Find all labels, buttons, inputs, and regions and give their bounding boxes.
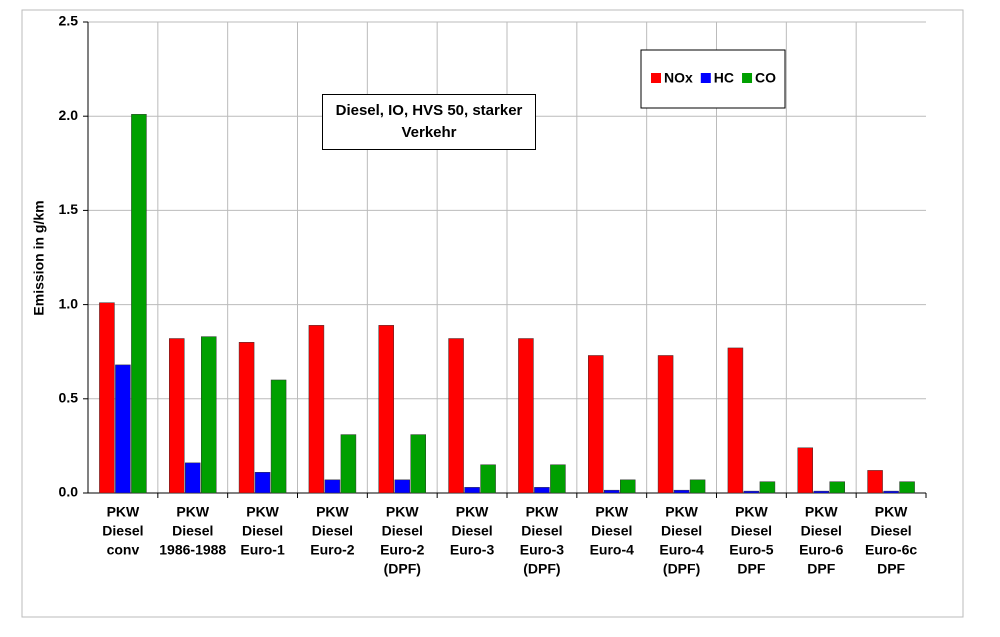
x-tick-label: Euro-4: [659, 542, 704, 558]
bar: [588, 355, 604, 494]
x-tick-label: Diesel: [172, 523, 213, 539]
y-tick-label: 2.5: [59, 13, 79, 29]
x-tick-label: Euro-1: [240, 542, 285, 558]
x-tick-label: Euro-4: [590, 542, 635, 558]
x-tick-label: Euro-2: [310, 542, 355, 558]
bar: [201, 336, 217, 494]
x-tick-label: PKW: [875, 504, 908, 520]
x-tick-label: PKW: [805, 504, 838, 520]
x-tick-label: DPF: [737, 561, 765, 577]
x-tick-label: Diesel: [661, 523, 702, 539]
bar: [534, 487, 550, 494]
x-tick-label: conv: [107, 542, 140, 558]
x-tick-label: Diesel: [451, 523, 492, 539]
y-tick-label: 1.0: [59, 295, 79, 311]
x-tick-label: Euro-5: [729, 542, 774, 558]
bar: [673, 489, 690, 494]
bar: [394, 479, 410, 494]
x-tick-label: Euro-2: [380, 542, 425, 558]
bar: [340, 434, 357, 494]
bar: [657, 355, 674, 494]
bar: [604, 489, 620, 494]
x-tick-label: PKW: [665, 504, 698, 520]
legend-swatch: [651, 73, 661, 83]
x-tick-label: Diesel: [731, 523, 772, 539]
bar: [448, 338, 464, 494]
bar: [378, 325, 394, 494]
x-tick-label: Euro-6c: [865, 542, 917, 558]
x-tick-label: DPF: [807, 561, 835, 577]
x-tick-label: Diesel: [382, 523, 423, 539]
x-tick-label: Diesel: [521, 523, 562, 539]
legend-label: HC: [714, 70, 734, 86]
bar: [689, 479, 706, 494]
bar: [518, 338, 534, 494]
y-tick-label: 2.0: [59, 107, 79, 123]
bar: [797, 447, 813, 494]
bar: [464, 487, 480, 494]
bar: [620, 479, 636, 494]
y-axis-label: Emission in g/km: [31, 200, 47, 315]
bar: [813, 490, 829, 494]
bar: [169, 338, 185, 494]
bar: [550, 464, 566, 494]
bar: [899, 481, 915, 494]
x-tick-label: Diesel: [870, 523, 911, 539]
x-tick-label: PKW: [107, 504, 140, 520]
x-tick-label: (DPF): [523, 561, 560, 577]
legend-label: NOx: [664, 70, 693, 86]
chart-title: Diesel, IO, HVS 50, starker Verkehr: [322, 94, 536, 150]
bar: [270, 379, 287, 494]
x-tick-label: (DPF): [663, 561, 700, 577]
bar: [759, 481, 776, 494]
bar: [743, 490, 760, 494]
x-tick-label: Diesel: [591, 523, 632, 539]
bar: [867, 470, 883, 494]
x-tick-label: 1986-1988: [159, 542, 226, 558]
bar: [410, 434, 426, 494]
x-tick-label: PKW: [595, 504, 628, 520]
bar: [883, 490, 899, 494]
x-tick-label: PKW: [246, 504, 279, 520]
x-tick-label: PKW: [386, 504, 419, 520]
bar: [727, 347, 744, 494]
y-tick-label: 0.5: [59, 390, 79, 406]
bar: [185, 462, 201, 494]
bar: [829, 481, 845, 494]
bar: [131, 114, 147, 494]
bar: [308, 325, 325, 494]
x-tick-label: Diesel: [242, 523, 283, 539]
legend-label: CO: [755, 70, 776, 86]
x-tick-label: Euro-3: [520, 542, 565, 558]
x-tick-label: Diesel: [102, 523, 143, 539]
legend-box: [640, 49, 786, 109]
bar: [115, 364, 131, 494]
bar: [254, 472, 271, 494]
bar: [324, 479, 341, 494]
bar: [99, 302, 115, 494]
legend-swatch: [742, 73, 753, 83]
x-tick-label: PKW: [316, 504, 349, 520]
y-tick-label: 1.5: [59, 201, 79, 217]
bar: [480, 464, 496, 494]
y-tick-label: 0.0: [59, 484, 79, 500]
x-tick-label: PKW: [456, 504, 489, 520]
x-tick-label: (DPF): [384, 561, 421, 577]
bar: [238, 342, 255, 494]
x-tick-label: Euro-3: [450, 542, 495, 558]
x-tick-label: Euro-6: [799, 542, 844, 558]
x-tick-label: PKW: [526, 504, 559, 520]
legend-swatch: [700, 73, 711, 83]
x-tick-label: Diesel: [801, 523, 842, 539]
x-tick-label: Diesel: [312, 523, 353, 539]
x-tick-label: DPF: [877, 561, 905, 577]
x-tick-label: PKW: [176, 504, 209, 520]
x-tick-label: PKW: [735, 504, 768, 520]
